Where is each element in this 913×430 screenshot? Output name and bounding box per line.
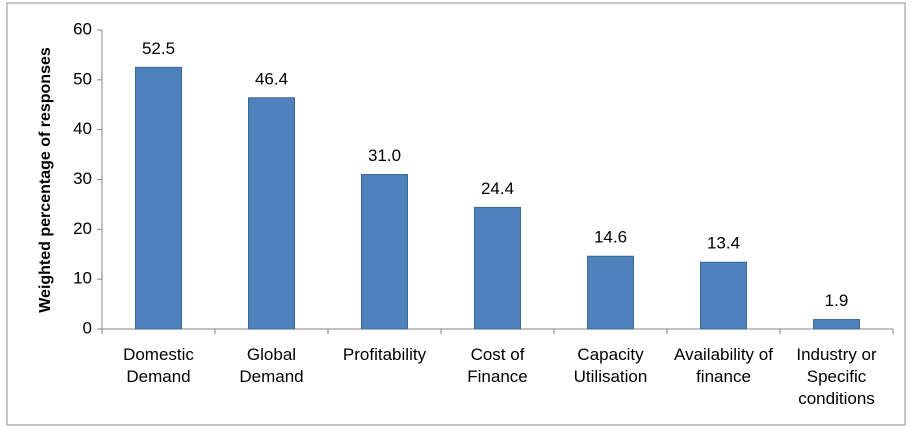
y-axis-title: Weighted percentage of responses xyxy=(37,47,54,313)
bar xyxy=(587,255,634,330)
bar xyxy=(248,97,295,330)
x-tick-label: Cost of Finance xyxy=(467,345,528,386)
x-tick-label: Domestic Demand xyxy=(123,345,194,386)
x-tick-label: Capacity Utilisation xyxy=(573,345,648,386)
x-tick-label: Industry or Specific conditions xyxy=(796,345,877,408)
y-tick-label: 20 xyxy=(73,219,92,238)
value-label: 14.6 xyxy=(594,228,627,247)
value-label: 31.0 xyxy=(368,146,401,165)
bar xyxy=(361,174,408,330)
y-tick-label: 30 xyxy=(73,169,92,188)
value-label: 13.4 xyxy=(707,234,740,253)
bar xyxy=(474,206,521,330)
y-tick-label: 40 xyxy=(73,119,92,138)
value-label: 46.4 xyxy=(255,69,288,88)
bar xyxy=(135,66,182,330)
x-tick-label: Profitability xyxy=(342,345,427,364)
y-tick-label: 0 xyxy=(83,318,92,337)
x-tick-label: Global Demand xyxy=(239,345,304,386)
y-tick-label: 50 xyxy=(73,69,92,88)
value-label: 52.5 xyxy=(142,39,175,58)
bar xyxy=(813,319,860,330)
value-label: 1.9 xyxy=(825,291,849,310)
y-tick-label: 10 xyxy=(73,269,92,288)
x-tick-label: Availability of finance xyxy=(674,345,773,386)
value-label: 24.4 xyxy=(481,179,514,198)
bar xyxy=(700,261,747,330)
y-tick-label: 60 xyxy=(73,19,92,38)
